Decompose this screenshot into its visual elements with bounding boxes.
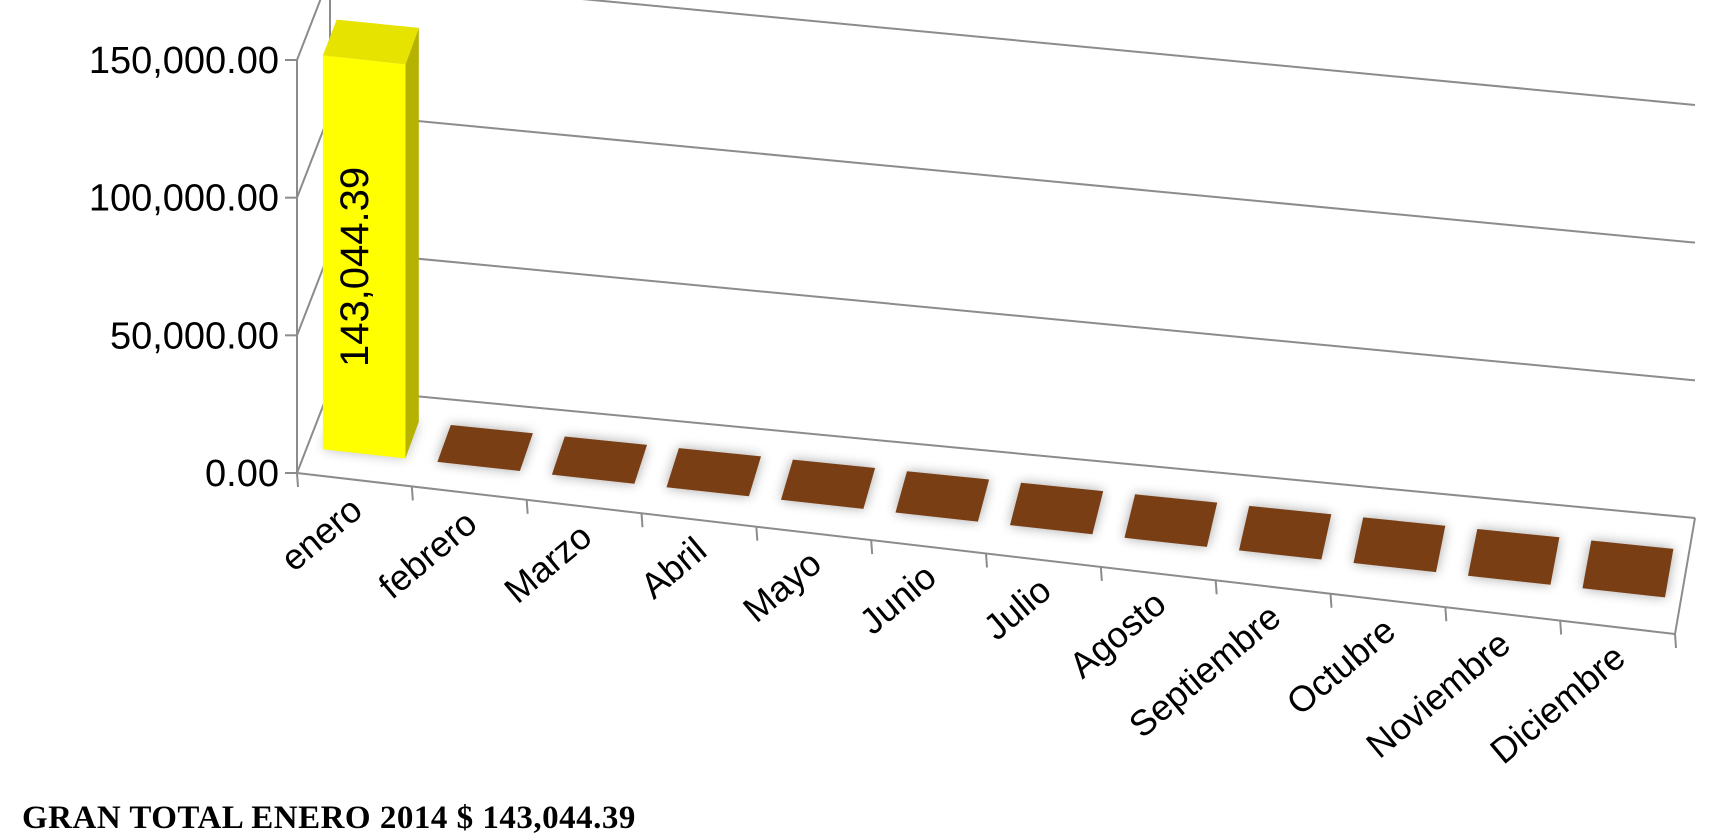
- bars: [322, 19, 1674, 598]
- gridlines: [296, 0, 1696, 519]
- x-tick-label: Mayo: [735, 542, 829, 630]
- floor-right-edge: [1674, 517, 1696, 635]
- bar-Agosto: [1124, 494, 1218, 547]
- x-tick-mark: [985, 553, 988, 568]
- bar-side-face: [405, 27, 419, 459]
- bar-zero-face: [551, 436, 647, 484]
- bar-zero-face: [666, 448, 761, 497]
- side-wall-line: [296, 0, 322, 61]
- x-tick-mark: [1214, 580, 1218, 595]
- x-tick-mark: [1099, 566, 1103, 581]
- x-tick-mark: [1559, 620, 1563, 635]
- labels: 0.00 50,000.00 100,000.00 150,000.00 143,044…: [89, 40, 1633, 772]
- axes: [285, 0, 1696, 649]
- x-tick-label: Octubre: [1279, 609, 1403, 723]
- bar-Abril: [666, 448, 761, 497]
- x-tick-label: Agosto: [1061, 582, 1173, 685]
- gridline: [329, 249, 1696, 382]
- x-tick-mark: [1674, 633, 1677, 649]
- x-tick-mark: [410, 486, 414, 501]
- y-tick-label: 50,000.00: [110, 315, 279, 357]
- bar-zero-face: [1239, 505, 1332, 560]
- bar-Mayo: [781, 459, 876, 509]
- x-tick-label: febrero: [371, 502, 485, 607]
- data-label: 143,044.39: [333, 167, 377, 367]
- bar-zero-face: [437, 425, 533, 471]
- y-tick-label: 0.00: [205, 453, 279, 495]
- bar-zero-face: [895, 471, 990, 522]
- bar-top-face: [322, 19, 419, 65]
- bar-zero-face: [781, 459, 876, 509]
- bar-Marzo: [551, 436, 647, 484]
- gridline: [329, 387, 1696, 519]
- y-tick-label: 100,000.00: [89, 178, 279, 220]
- gridline: [329, 111, 1696, 244]
- bar-front-face: [322, 55, 406, 459]
- bar-zero-face: [1582, 540, 1674, 598]
- x-tick-label: Marzo: [496, 515, 599, 611]
- bar-Octubre: [1353, 517, 1446, 573]
- bar-enero: [322, 19, 419, 459]
- x-tick-mark: [1329, 593, 1333, 608]
- bar-zero-face: [1468, 529, 1560, 585]
- x-tick-mark: [640, 513, 644, 528]
- bar-zero-face: [1010, 482, 1104, 535]
- x-tick-label: enero: [273, 488, 370, 579]
- x-tick-label: Junio: [851, 556, 943, 643]
- bar-Junio: [895, 471, 990, 522]
- bar-Noviembre: [1468, 529, 1560, 585]
- bar-febrero: [437, 425, 533, 471]
- x-tick-mark: [755, 526, 759, 541]
- x-tick-mark: [1444, 607, 1448, 622]
- x-tick-mark: [870, 540, 874, 555]
- bar-Julio: [1010, 482, 1104, 535]
- bar-Septiembre: [1239, 505, 1332, 560]
- x-tick-mark: [525, 499, 529, 514]
- y-tick-label: 150,000.00: [89, 40, 279, 82]
- gridline: [581, 0, 1696, 106]
- bar-zero-face: [1124, 494, 1218, 547]
- x-tick-label: Julio: [975, 569, 1058, 648]
- x-tick-mark: [296, 472, 299, 488]
- grand-total-caption: GRAN TOTAL ENERO 2014 $ 143,044.39: [22, 800, 636, 836]
- bar-Diciembre: [1582, 540, 1674, 598]
- bar-zero-face: [1353, 517, 1446, 573]
- x-tick-label: Abril: [632, 529, 714, 607]
